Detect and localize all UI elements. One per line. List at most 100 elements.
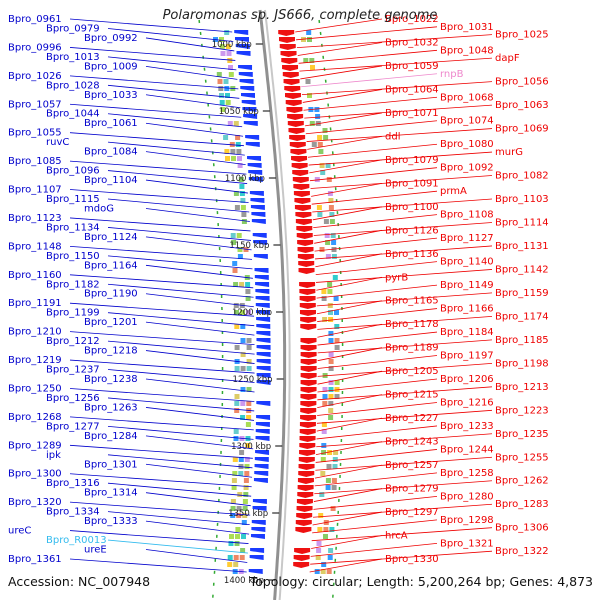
cog-block [240,198,246,203]
plus-strand-gene [287,121,304,127]
cog-block [317,527,323,532]
minus-strand-gene [254,464,269,469]
gene-label: Bpro_1322 [495,546,549,557]
leader-line [145,293,254,308]
minus-strand-gene [243,121,258,126]
leader-line [317,378,438,393]
cog-block [217,79,223,84]
cog-block [239,184,245,189]
gene-label: Bpro_1320 [8,497,62,508]
cog-block [330,506,336,511]
leader-line [308,151,493,166]
gene-label: Bpro_1184 [440,327,494,338]
minus-strand-gene [251,212,266,217]
plus-strand-gene [294,548,311,554]
cog-block [228,65,233,70]
leader-line [317,370,383,385]
gene-label: murG [495,147,523,158]
plus-strand-gene [283,79,300,85]
minus-strand-gene [255,436,270,441]
cog-block [328,198,334,203]
leader-line [316,276,383,291]
scale-tick-label: 1300 kbp [231,442,271,452]
leader-line [107,425,254,440]
leader-line [145,37,235,52]
cog-block [328,205,334,210]
gene-label: Bpro_1013 [46,52,100,63]
scale-tick-label: 1000 kbp [212,40,252,50]
cog-block [328,415,334,420]
leader-line [303,96,438,111]
gene-label: Bpro_1250 [8,383,62,394]
leader-line [317,355,438,369]
leader-line [314,480,493,495]
plus-strand-gene [300,415,317,421]
leader-line [316,417,383,432]
cog-block [244,464,250,469]
leader-line [317,362,493,377]
gene-label: Bpro_1057 [8,99,62,110]
cog-block [219,93,224,98]
gene-label: Bpro_1316 [46,478,100,489]
cog-block [243,485,249,490]
cog-block [233,555,239,560]
cog-block [327,303,333,308]
leader-line [312,519,438,534]
leader-line [313,495,438,510]
cog-block [231,240,237,245]
gene-label: Bpro_1055 [8,128,62,139]
cog-block [245,422,251,427]
minus-strand-gene [253,254,268,259]
leader-line [317,315,493,330]
cog-block [232,471,238,476]
gene-label: Bpro_1178 [385,319,439,330]
leader-line [69,75,239,90]
leader-line [305,120,438,135]
gene-label: Bpro_1084 [84,147,138,158]
leader-line [145,94,241,109]
leader-line [317,347,383,362]
minus-strand-gene [245,142,260,147]
gene-label: Bpro_1108 [440,210,494,221]
plus-strand-gene [293,191,310,197]
leader-line [69,103,242,118]
gene-label: Bpro_1300 [8,469,62,480]
cog-block [224,30,230,35]
cog-block [240,310,245,315]
gene-label: Bpro_1297 [385,507,439,518]
cog-block [216,72,222,77]
plus-strand-gene [279,44,296,50]
cog-block [234,324,240,329]
leader-line [107,170,248,184]
cog-block [237,156,242,161]
leader-line [317,323,383,338]
leader-line [316,433,493,448]
plus-strand-gene [298,464,315,470]
gene-label: Bpro_1263 [84,402,138,413]
gene-label: Bpro_1091 [385,178,439,189]
gene-label: Bpro_1063 [495,100,549,111]
gene-label: Bpro_1238 [84,374,138,385]
plus-strand-gene [298,471,315,477]
plus-strand-gene [300,387,317,393]
cog-block [241,520,247,525]
cog-block [320,170,326,175]
plus-strand-gene [278,30,295,36]
minus-strand-gene [245,135,260,140]
gene-label: ddl [385,131,400,142]
minus-strand-gene [236,51,251,56]
gene-label: Bpro_1334 [46,507,100,518]
cog-block [310,65,315,70]
cog-block [327,191,333,196]
gene-label: Bpro_1218 [84,346,138,357]
plus-strand-gene [280,51,297,57]
minus-strand-gene [253,240,268,245]
leader-line [314,229,383,244]
cog-block [323,527,329,532]
gene-label: Bpro_1210 [8,327,62,338]
gene-label: Bpro_1164 [84,260,138,271]
cog-block [240,338,246,343]
gene-label: Bpro_1284 [84,431,138,442]
gene-label: Bpro_1159 [495,288,549,299]
cog-block [325,478,331,483]
